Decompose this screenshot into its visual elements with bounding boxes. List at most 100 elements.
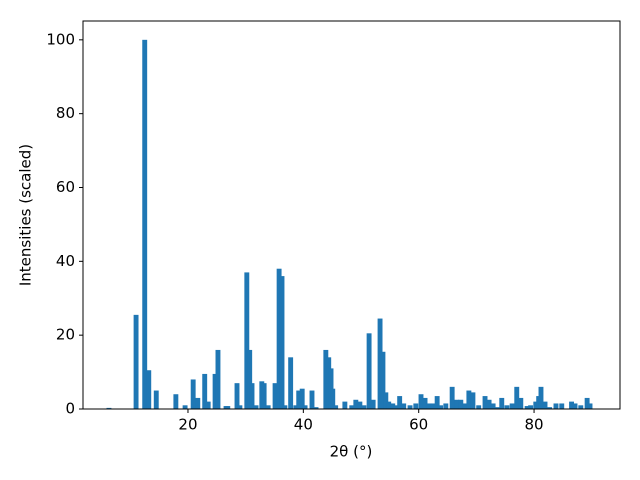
bar (524, 406, 530, 409)
bar (397, 396, 403, 409)
y-tick-label: 60 (56, 178, 75, 196)
bar (528, 405, 534, 409)
bar (572, 403, 578, 409)
x-tick-label: 60 (409, 416, 428, 434)
bar (490, 403, 496, 409)
x-axis-label: 2θ (°) (330, 443, 373, 461)
bar (146, 370, 152, 409)
bar (302, 405, 308, 409)
x-tick-label: 80 (525, 416, 544, 434)
bar (133, 314, 139, 409)
bar (383, 392, 389, 409)
y-tick-label: 40 (56, 252, 75, 270)
bar (559, 403, 565, 409)
bar (153, 390, 159, 409)
bar (234, 383, 240, 409)
y-axis-label: Intensities (scaled) (17, 144, 35, 286)
bar (237, 405, 243, 409)
y-tick-label: 80 (56, 104, 75, 122)
bar (422, 397, 428, 409)
bar (205, 401, 211, 409)
x-tick-label: 20 (178, 416, 197, 434)
bar (377, 318, 383, 409)
y-tick-label: 100 (46, 30, 75, 48)
bar (476, 405, 482, 409)
bar (293, 405, 299, 409)
bar (466, 390, 472, 409)
bar (443, 403, 449, 409)
bar (401, 403, 407, 409)
bar (279, 276, 285, 409)
bar (413, 403, 419, 409)
bar (380, 351, 386, 409)
bar (394, 405, 400, 409)
bar (390, 403, 396, 409)
plot-frame (82, 20, 621, 410)
bar (265, 405, 271, 409)
x-tick-label: 40 (294, 416, 313, 434)
bar (333, 405, 339, 409)
bar (569, 401, 575, 409)
bar (454, 399, 460, 409)
bar (438, 405, 444, 409)
bar (370, 399, 376, 409)
bar (349, 405, 355, 409)
bar (407, 405, 413, 409)
bar (182, 405, 188, 409)
bar (253, 405, 259, 409)
bar (272, 383, 278, 409)
bar (494, 407, 500, 409)
bar (330, 388, 336, 409)
y-tick-label: 20 (56, 326, 75, 344)
bar (386, 401, 392, 409)
bar (225, 406, 231, 409)
bar (299, 388, 305, 409)
bar (190, 379, 196, 409)
bar (323, 349, 329, 409)
bar (547, 407, 553, 409)
bar (173, 394, 179, 409)
bar (504, 405, 510, 409)
bar (212, 373, 218, 409)
bar (430, 403, 436, 409)
bar (366, 333, 372, 409)
bar (518, 397, 524, 409)
bar (288, 357, 294, 409)
bar (202, 373, 208, 409)
y-tick-label: 0 (65, 400, 75, 418)
bar (449, 386, 455, 409)
bar (195, 397, 201, 409)
bar (244, 272, 250, 409)
bar (514, 386, 520, 409)
bar (361, 405, 367, 409)
bar (282, 405, 288, 409)
bar (142, 39, 148, 409)
bar (538, 386, 544, 409)
bar (353, 399, 359, 409)
bar (261, 383, 267, 409)
bar (342, 401, 348, 409)
bar (247, 349, 253, 409)
bar (486, 399, 492, 409)
bar (418, 394, 424, 409)
bar (499, 397, 505, 409)
bar (542, 401, 548, 409)
bar (470, 392, 476, 409)
bar (482, 396, 488, 409)
bar (462, 403, 468, 409)
bar (458, 399, 464, 409)
bar (553, 403, 559, 409)
bar (509, 403, 515, 409)
bar (587, 403, 593, 409)
bar (357, 401, 363, 409)
bar (249, 383, 255, 409)
bar (296, 390, 302, 409)
bar (533, 401, 539, 409)
bar (309, 390, 315, 409)
bar (426, 403, 432, 409)
bar (313, 407, 319, 409)
bar (106, 407, 112, 409)
bar (434, 396, 440, 409)
bar (584, 397, 590, 409)
